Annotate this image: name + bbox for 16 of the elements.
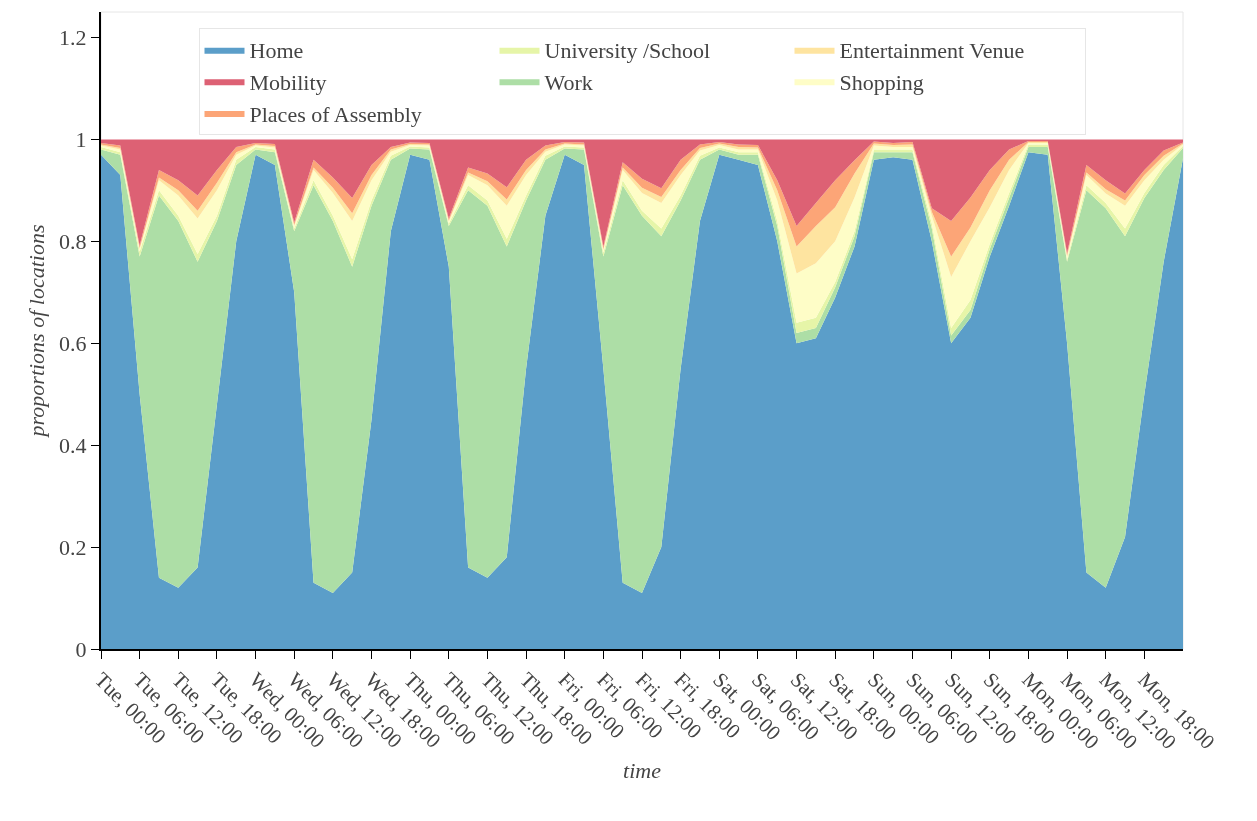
- legend-label: Mobility: [249, 69, 327, 95]
- y-tick-label: 1.2: [59, 25, 87, 51]
- y-tick-label: 0.6: [59, 330, 87, 356]
- legend-label: Shopping: [839, 69, 924, 95]
- y-tick-label: 1: [75, 127, 87, 153]
- legend-label: Home: [249, 38, 304, 64]
- x-axis-title: time: [623, 758, 662, 784]
- legend-label: Work: [544, 69, 593, 95]
- legend-label: Entertainment Venue: [839, 38, 1025, 64]
- y-tick-label: 0: [75, 636, 87, 662]
- y-tick-label: 0.2: [59, 534, 87, 560]
- legend-label: University /School: [544, 38, 711, 64]
- legend-label: Places of Assembly: [249, 101, 422, 127]
- y-tick-label: 0.4: [59, 432, 87, 458]
- y-axis-title: proportions of locations: [24, 224, 50, 439]
- y-tick-label: 0.8: [59, 229, 87, 255]
